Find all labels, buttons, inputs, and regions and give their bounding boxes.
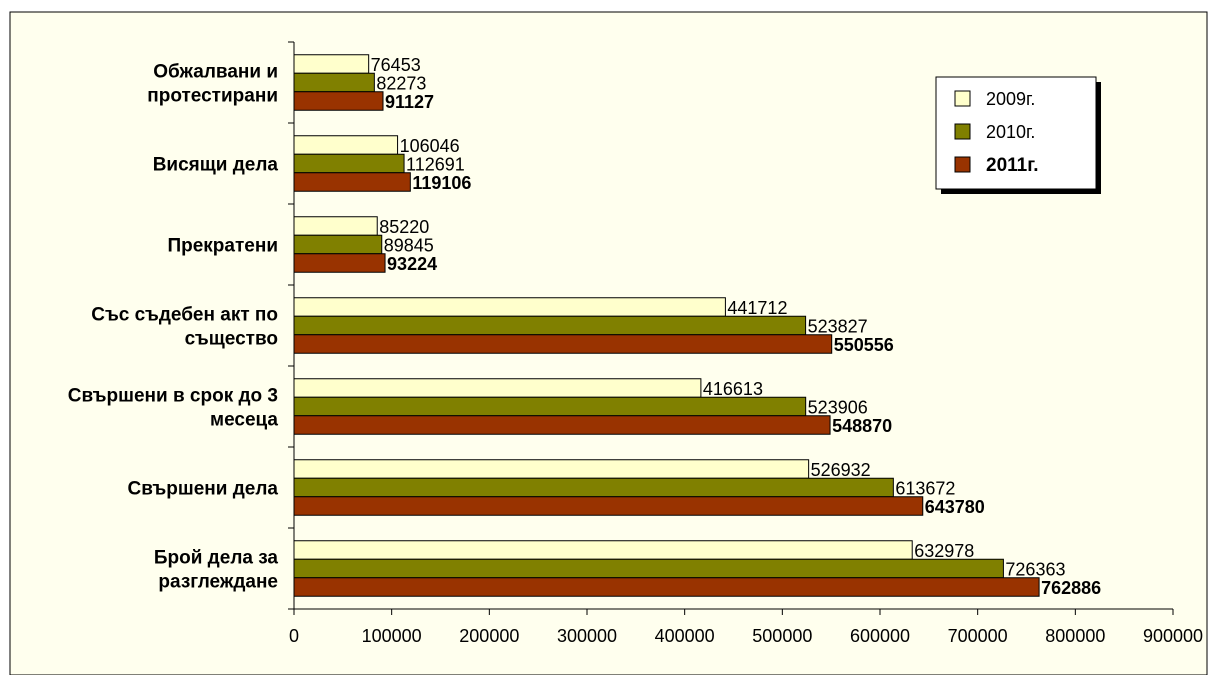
x-tick-label: 700000 xyxy=(948,626,1008,646)
data-label: 85220 xyxy=(379,217,429,237)
x-tick-label: 300000 xyxy=(557,626,617,646)
bar xyxy=(293,172,411,192)
bar xyxy=(293,253,386,273)
axes-layer xyxy=(288,41,1174,615)
category-label: Със съдебен акт по xyxy=(91,305,278,326)
data-label: 82273 xyxy=(376,74,426,94)
data-label: 91127 xyxy=(385,92,434,112)
data-label: 89845 xyxy=(384,236,434,256)
bar xyxy=(293,153,405,174)
bar xyxy=(293,234,383,255)
category-label: Брой дела за xyxy=(154,548,279,569)
bar xyxy=(293,496,924,516)
bar xyxy=(293,91,384,111)
data-label: 762886 xyxy=(1041,578,1101,598)
bar xyxy=(293,54,370,74)
bar xyxy=(293,334,833,354)
data-label: 416613 xyxy=(703,379,763,399)
x-tick-label: 900000 xyxy=(1143,626,1203,646)
bar xyxy=(293,297,726,317)
x-tick-label: 500000 xyxy=(752,626,812,646)
category-label: Свършени в срок до 3 xyxy=(68,386,278,407)
legend-swatch xyxy=(954,123,971,140)
data-label: 613672 xyxy=(895,479,955,499)
data-label: 119106 xyxy=(412,173,471,193)
x-tick-label: 800000 xyxy=(1045,626,1105,646)
data-label: 106046 xyxy=(400,136,460,156)
data-label: 441712 xyxy=(727,298,787,318)
bar xyxy=(293,216,378,236)
legend-label: 2010г. xyxy=(986,122,1035,142)
labels-layer: 0 100000 200000 300000 400000 500000 600000 700… xyxy=(68,55,1203,646)
legend-label: 2009г. xyxy=(986,89,1035,109)
legend: 2009г. 2010г. 2011г. xyxy=(935,76,1101,194)
data-label: 523827 xyxy=(808,317,868,337)
category-label: протестирани xyxy=(147,86,278,107)
bar xyxy=(293,415,831,435)
x-tick-label: 400000 xyxy=(655,626,715,646)
data-label: 76453 xyxy=(371,55,421,75)
x-tick-label: 200000 xyxy=(459,626,519,646)
bar xyxy=(293,540,913,560)
bar xyxy=(293,315,807,336)
legend-swatch xyxy=(954,156,971,173)
bar xyxy=(293,396,807,417)
bar xyxy=(293,558,1004,579)
category-label: месеца xyxy=(210,410,278,431)
x-tick-label: 100000 xyxy=(362,626,422,646)
data-label: 643780 xyxy=(925,497,985,517)
bars-layer xyxy=(293,54,1040,597)
category-label: Прекратени xyxy=(167,236,278,257)
bar xyxy=(293,577,1040,597)
legend-swatch xyxy=(954,90,971,107)
category-label: Висящи дела xyxy=(153,155,279,176)
bar xyxy=(293,378,702,398)
category-label: разглеждане xyxy=(158,572,278,593)
data-label: 526932 xyxy=(811,460,871,480)
data-label: 93224 xyxy=(387,254,437,274)
x-tick-label: 600000 xyxy=(850,626,910,646)
x-tick-label: 0 xyxy=(289,626,299,646)
data-label: 632978 xyxy=(914,541,974,561)
legend-label: 2011г. xyxy=(986,155,1039,176)
category-label: Свършени дела xyxy=(128,479,279,500)
category-label: същество xyxy=(185,329,278,350)
data-label: 726363 xyxy=(1005,560,1065,580)
bar xyxy=(293,477,894,498)
data-label: 523906 xyxy=(808,398,868,418)
bar xyxy=(293,72,375,93)
bar xyxy=(293,459,810,479)
bar xyxy=(293,135,399,155)
data-label: 548870 xyxy=(832,416,892,436)
data-label: 112691 xyxy=(406,155,465,175)
data-label: 550556 xyxy=(834,335,894,355)
category-label: Обжалвани и xyxy=(153,62,278,83)
